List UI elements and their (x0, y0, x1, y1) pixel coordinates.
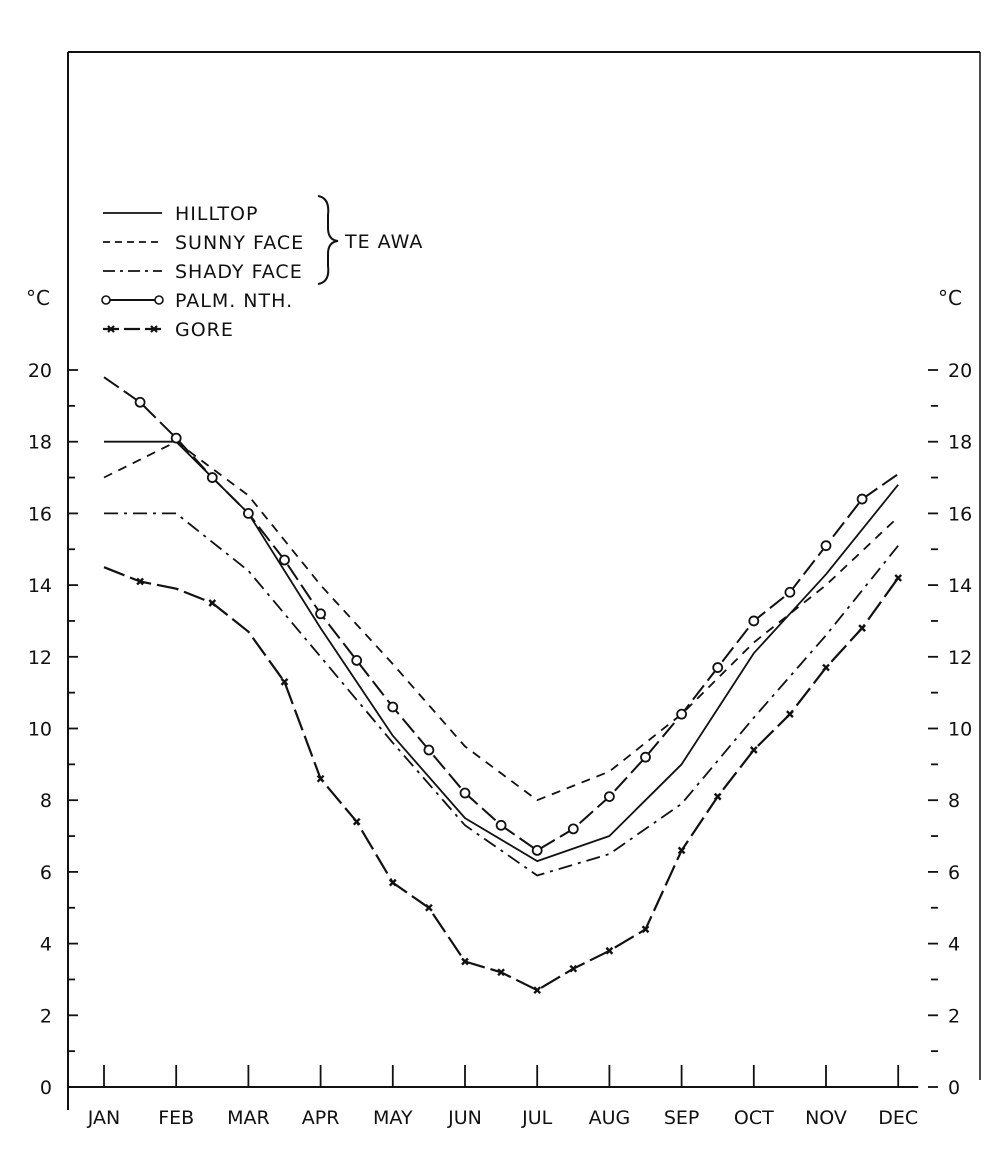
gore-marker (749, 746, 758, 754)
legend-brace (317, 195, 339, 285)
legend-label: HILLTOP (175, 203, 258, 225)
x-tick-label: JUL (521, 1107, 553, 1129)
legend-label: PALM. NTH. (175, 290, 293, 312)
gore-marker (136, 577, 144, 586)
gore-marker (497, 968, 505, 977)
x-tick-label: MAY (373, 1107, 413, 1129)
x-tick-label: APR (302, 1107, 340, 1129)
y-axis-unit-right: °C (938, 286, 962, 310)
gore-marker (569, 964, 578, 973)
x-tick-label: MAR (227, 1107, 270, 1129)
legend-label: SHADY FACE (175, 261, 303, 283)
gore-marker (388, 878, 397, 887)
x-tick-label: JUN (447, 1107, 482, 1129)
series-line-shady-face (104, 512, 899, 877)
y-tick-label-left: 0 (40, 1077, 52, 1099)
y-tick-label-right: 6 (948, 862, 960, 884)
palm-nth-marker (387, 701, 399, 713)
palm-nth-marker (459, 787, 471, 799)
palm-nth-marker (604, 791, 615, 803)
y-tick-label-right: 14 (948, 575, 972, 597)
gore-marker (605, 946, 614, 955)
legend-marker (150, 325, 158, 333)
series-line-gore (103, 566, 900, 992)
y-tick-label-right: 20 (948, 360, 972, 382)
y-tick-label-right: 12 (948, 647, 972, 669)
palm-nth-marker (712, 662, 724, 673)
legend-group-label: TE AWA (344, 231, 423, 253)
y-tick-label-right: 8 (948, 790, 960, 812)
y-tick-label-right: 0 (948, 1077, 960, 1099)
palm-nth-marker (820, 540, 832, 552)
x-tick-label: OCT (734, 1107, 774, 1129)
palm-nth-marker (242, 508, 254, 519)
palm-nth-marker (495, 819, 507, 831)
y-tick-label-right: 16 (948, 503, 972, 525)
y-tick-label-left: 18 (28, 432, 52, 454)
series-line-hilltop (104, 440, 899, 862)
y-tick-label-left: 6 (40, 862, 52, 884)
legend-marker (154, 295, 164, 305)
gore-marker (677, 846, 686, 855)
x-tick-label: SEP (664, 1107, 700, 1129)
palm-nth-marker (784, 586, 796, 598)
palm-nth-marker (856, 493, 868, 505)
y-tick-label-left: 12 (28, 647, 52, 669)
gore-marker (461, 957, 469, 966)
palm-nth-marker (676, 708, 687, 720)
legend-marker (101, 295, 111, 305)
gore-marker (533, 986, 542, 995)
y-tick-label-right: 10 (948, 719, 972, 741)
palm-nth-marker (279, 554, 290, 566)
y-tick-label-left: 14 (28, 575, 52, 597)
y-tick-label-right: 18 (948, 432, 972, 454)
gore-marker (822, 663, 830, 672)
legend-label: SUNNY FACE (175, 232, 304, 254)
x-tick-label: NOV (805, 1107, 847, 1129)
palm-nth-marker (170, 432, 182, 444)
legend: HILLTOP SUNNY FACE SHADY FACE PALM. NTH. GOR… (101, 195, 423, 341)
gore-marker (713, 792, 722, 801)
y-tick-label-left: 8 (40, 790, 52, 812)
palm-nth-marker (567, 823, 579, 835)
gore-marker (858, 624, 866, 632)
y-tick-label-right: 2 (948, 1005, 960, 1027)
axes: 0 0 2 2 4 4 6 6 8 8 10 10 12 12 14 14 16 16 18 18 20 20 JAN FEB… (28, 360, 972, 1129)
x-tick-label: FEB (158, 1107, 194, 1129)
y-tick-label-left: 10 (28, 719, 52, 741)
x-tick-label: DEC (878, 1107, 918, 1129)
palm-nth-marker (748, 615, 760, 627)
y-tick-label-left: 20 (28, 360, 52, 382)
palm-nth-marker (640, 751, 651, 763)
palm-nth-marker (423, 744, 435, 756)
series-line-sunny-face (103, 440, 899, 802)
palm-nth-marker (531, 844, 543, 856)
x-tick-label: JAN (87, 1107, 120, 1129)
series-group (103, 376, 903, 995)
palm-nth-marker (351, 654, 363, 666)
y-axis-unit-left: °C (26, 286, 50, 310)
y-tick-label-left: 16 (28, 503, 52, 525)
gore-marker (316, 774, 325, 783)
gore-marker (894, 574, 903, 582)
x-tick-label: AUG (589, 1107, 631, 1129)
palm-nth-marker (315, 608, 327, 620)
gore-marker (208, 599, 217, 607)
y-tick-label-left: 2 (40, 1005, 52, 1027)
legend-marker (107, 325, 115, 333)
gore-marker (641, 925, 650, 934)
palm-nth-marker (134, 396, 146, 408)
series-line-palm-nth (103, 376, 899, 852)
palm-nth-marker (206, 472, 218, 483)
gore-marker (352, 817, 361, 826)
gore-marker (280, 678, 289, 686)
y-tick-label-left: 4 (40, 934, 52, 956)
gore-marker (786, 710, 794, 719)
gore-marker (425, 903, 433, 912)
legend-label: GORE (175, 319, 234, 341)
y-tick-label-right: 4 (948, 934, 960, 956)
